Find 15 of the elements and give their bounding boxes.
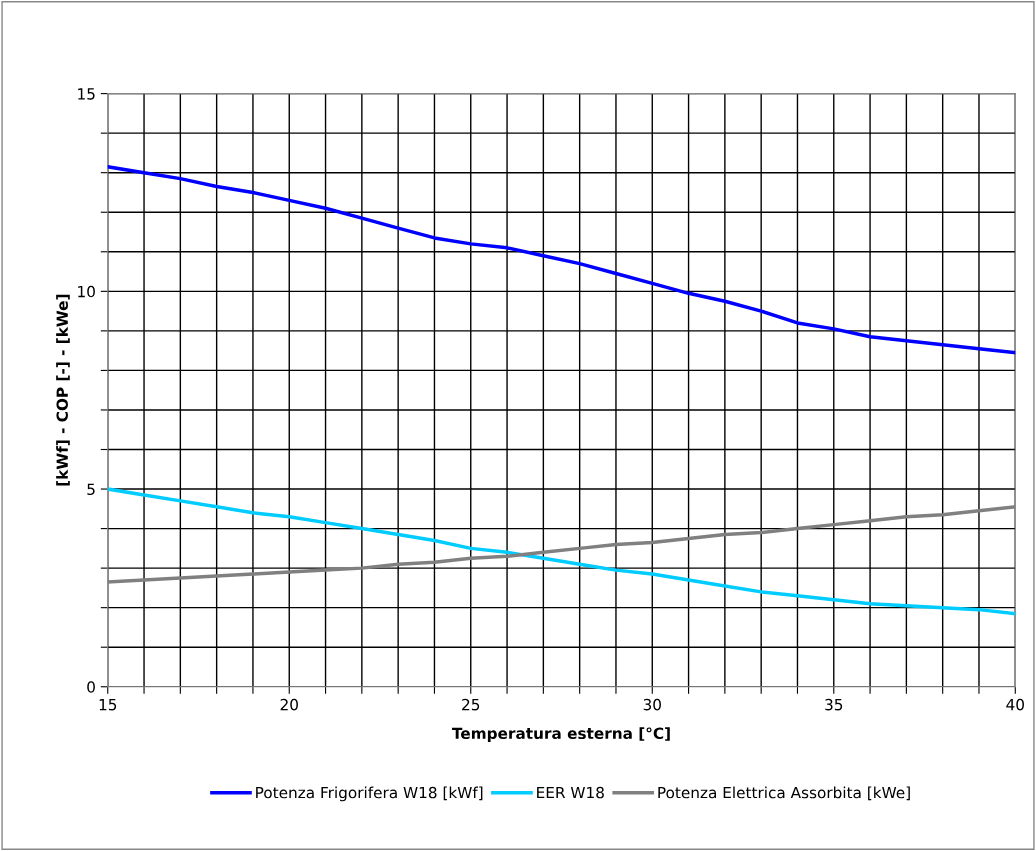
legend-label: Potenza Elettrica Assorbita [kWe] [658, 786, 910, 801]
x-tick-label: 35 [825, 698, 843, 711]
y-axis-title: [kWf] - COP [-] - [kWe] [56, 294, 70, 486]
y-tick-label: 15 [78, 88, 95, 100]
legend-label: Potenza Frigorifera W18 [kWf] [256, 786, 483, 802]
x-tick-label: 30 [643, 698, 661, 711]
y-tick-label: 10 [78, 285, 95, 298]
legend-label: EER W18 [537, 786, 604, 799]
x-axis-title: Temperatura esterna [°C] [452, 727, 670, 743]
y-tick-label: 0 [87, 681, 95, 693]
x-tick-label: 15 [99, 699, 117, 711]
y-tick-label: 5 [87, 483, 95, 496]
x-tick-label: 40 [1006, 698, 1024, 711]
x-tick-label: 20 [280, 698, 298, 711]
x-tick-label: 25 [462, 698, 480, 711]
